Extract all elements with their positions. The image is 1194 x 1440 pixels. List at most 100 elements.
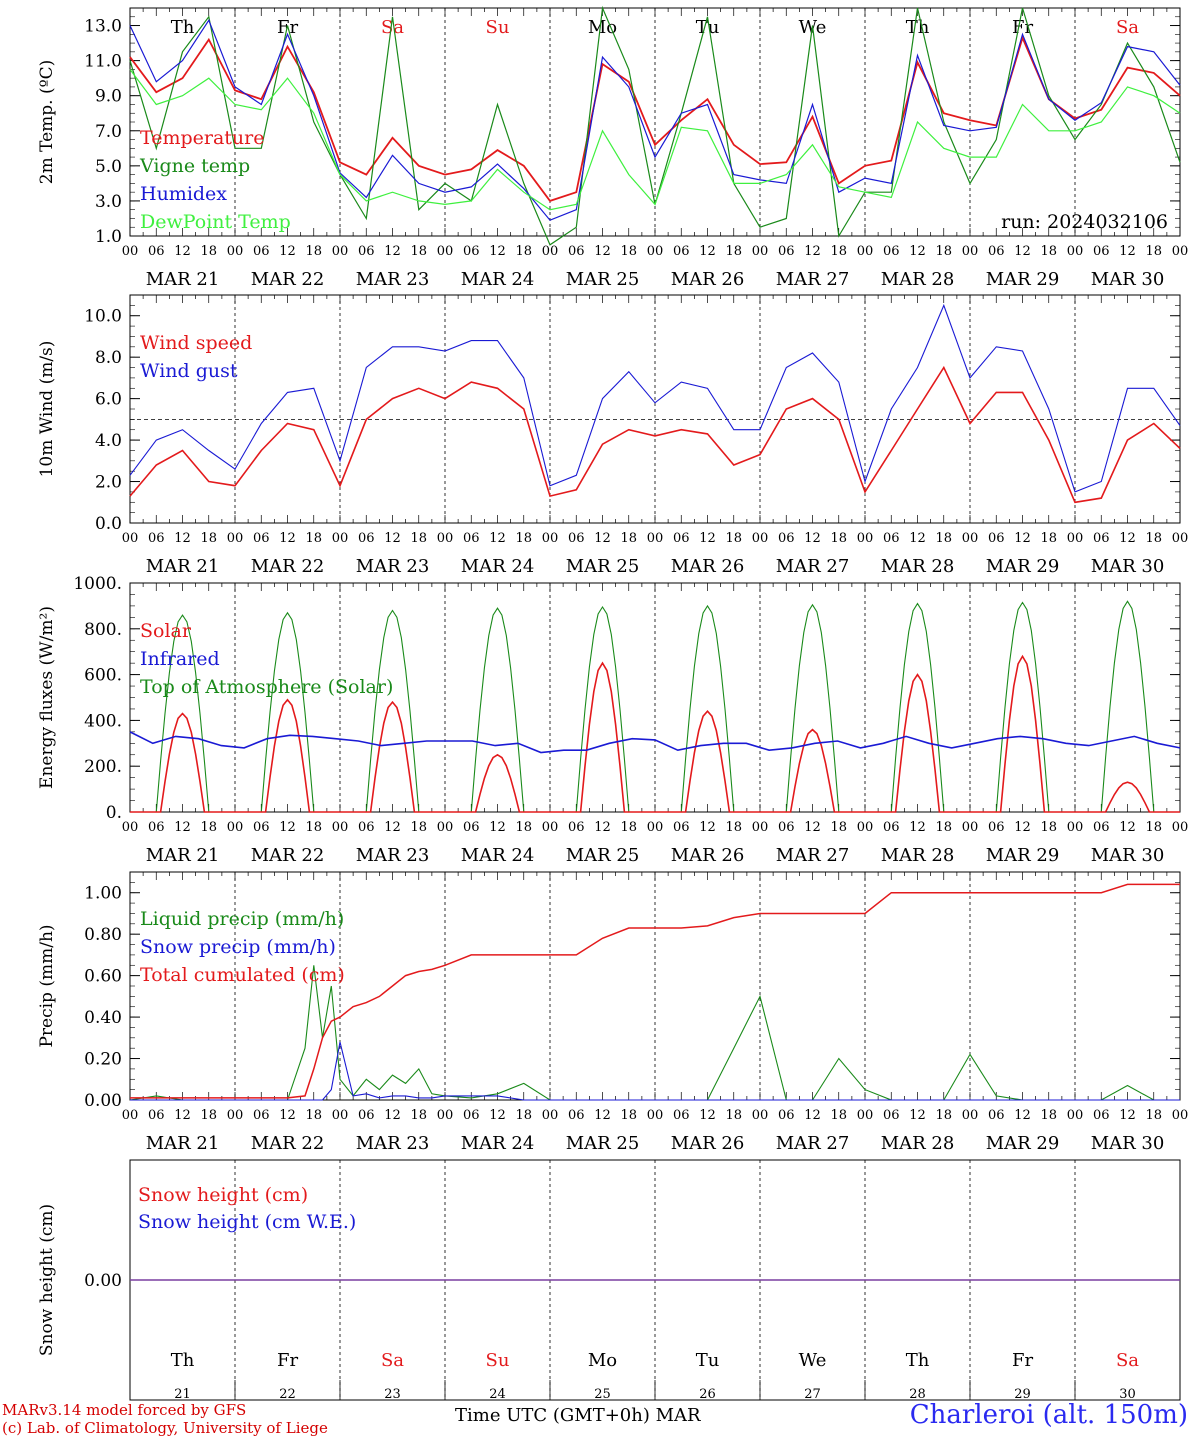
x-hour-label: 12	[804, 1108, 821, 1123]
run-annotation: run: 2024032106	[1001, 211, 1168, 233]
x-day-label: MAR 25	[566, 556, 640, 577]
legend-entry: Top of Atmosphere (Solar)	[140, 676, 393, 698]
y-tick-label: 11.0	[84, 52, 122, 72]
y-tick-label: 800.	[84, 620, 122, 640]
x-hour-label: 00	[962, 531, 979, 546]
x-hour-label: 06	[463, 820, 480, 835]
x-day-label: MAR 24	[461, 269, 535, 290]
x-hour-label: 12	[1119, 244, 1136, 259]
x-hour-label: 00	[857, 820, 874, 835]
x-hour-label: 00	[332, 244, 349, 259]
legend-entry: Snow height (cm W.E.)	[138, 1211, 356, 1233]
weekday-label: Fr	[1012, 1350, 1033, 1371]
x-hour-label: 00	[857, 1108, 874, 1123]
x-hour-label: 06	[358, 820, 375, 835]
y-tick-label: 0.0	[95, 514, 122, 534]
x-hour-label: 12	[699, 531, 716, 546]
weekday-label: Th	[906, 17, 930, 38]
x-hour-label: 00	[227, 1108, 244, 1123]
weekday-label: Fr	[277, 1350, 298, 1371]
x-hour-label: 00	[542, 820, 559, 835]
x-hour-label: 18	[305, 244, 322, 259]
x-hour-label: 12	[489, 820, 506, 835]
x-hour-label: 00	[752, 1108, 769, 1123]
y-tick-label: 5.0	[95, 157, 122, 177]
x-day-label: MAR 29	[986, 556, 1060, 577]
x-hour-label: 12	[1119, 531, 1136, 546]
x-day-label: MAR 21	[146, 556, 220, 577]
x-hour-label: 06	[1093, 820, 1110, 835]
x-hour-label: 06	[883, 820, 900, 835]
x-hour-label: 00	[752, 820, 769, 835]
x-hour-label: 12	[384, 531, 401, 546]
x-hour-label: 12	[174, 531, 191, 546]
x-hour-label: 12	[174, 820, 191, 835]
x-hour-label: 18	[620, 244, 637, 259]
y-axis-label: 2m Temp. (ºC)	[37, 60, 57, 185]
x-hour-label: 00	[542, 1108, 559, 1123]
x-hour-label: 12	[909, 244, 926, 259]
x-hour-label: 18	[515, 244, 532, 259]
x-hour-label: 12	[384, 820, 401, 835]
x-hour-label: 00	[647, 820, 664, 835]
x-day-label: MAR 30	[1091, 1133, 1165, 1154]
x-day-label: MAR 22	[251, 556, 325, 577]
x-hour-label: 00	[647, 1108, 664, 1123]
x-hour-label: 00	[1172, 820, 1189, 835]
x-hour-label: 18	[725, 1108, 742, 1123]
x-day-label: MAR 25	[566, 269, 640, 290]
x-hour-label: 06	[253, 531, 270, 546]
x-hour-label: 00	[647, 531, 664, 546]
x-hour-label: 18	[620, 820, 637, 835]
x-hour-label: 06	[148, 820, 165, 835]
x-day-label: MAR 23	[356, 556, 430, 577]
legend-entry: Snow height (cm)	[138, 1184, 308, 1206]
x-hour-label: 12	[1119, 820, 1136, 835]
x-hour-label: 00	[647, 244, 664, 259]
x-hour-label: 06	[883, 244, 900, 259]
y-tick-label: 9.0	[95, 87, 122, 107]
x-day-label: MAR 28	[881, 845, 955, 866]
x-hour-label: 00	[1067, 531, 1084, 546]
y-tick-label: 0.00	[84, 1091, 122, 1111]
x-day-label: MAR 24	[461, 1133, 535, 1154]
x-hour-label: 18	[305, 531, 322, 546]
x-hour-label: 06	[253, 820, 270, 835]
x-hour-label: 06	[988, 244, 1005, 259]
x-hour-label: 00	[962, 1108, 979, 1123]
x-hour-label: 00	[227, 531, 244, 546]
y-tick-label: 6.0	[95, 390, 122, 410]
y-tick-label: 0.	[106, 803, 122, 823]
x-hour-label: 18	[1145, 531, 1162, 546]
x-hour-label: 12	[1014, 1108, 1031, 1123]
x-hour-label: 12	[1014, 820, 1031, 835]
x-hour-label: 00	[1067, 244, 1084, 259]
y-tick-label: 4.0	[95, 431, 122, 451]
weekday-label: Th	[906, 1350, 930, 1371]
x-day-label: MAR 29	[986, 845, 1060, 866]
x-hour-label: 00	[437, 531, 454, 546]
x-hour-label: 00	[1067, 820, 1084, 835]
x-hour-label: 06	[988, 1108, 1005, 1123]
y-tick-label: 0.60	[84, 967, 122, 987]
x-hour-label: 06	[883, 531, 900, 546]
day-number: 23	[384, 1387, 401, 1402]
x-day-label: MAR 26	[671, 1133, 745, 1154]
x-hour-label: 12	[594, 531, 611, 546]
x-hour-label: 06	[778, 820, 795, 835]
x-day-label: MAR 27	[776, 845, 850, 866]
legend-entry: Wind speed	[140, 332, 252, 354]
y-axis-label: Precip (mm/h)	[37, 924, 57, 1047]
legend-entry: Total cumulated (cm)	[140, 964, 345, 986]
x-hour-label: 00	[752, 531, 769, 546]
series-line-0	[129, 365, 1181, 504]
x-hour-label: 12	[909, 820, 926, 835]
x-hour-label: 12	[489, 244, 506, 259]
x-hour-label: 06	[988, 531, 1005, 546]
x-hour-label: 06	[673, 1108, 690, 1123]
x-hour-label: 06	[358, 244, 375, 259]
x-day-label: MAR 22	[251, 845, 325, 866]
series-line-1	[129, 5, 1181, 246]
weekday-label: Th	[171, 1350, 195, 1371]
x-hour-label: 06	[568, 244, 585, 259]
